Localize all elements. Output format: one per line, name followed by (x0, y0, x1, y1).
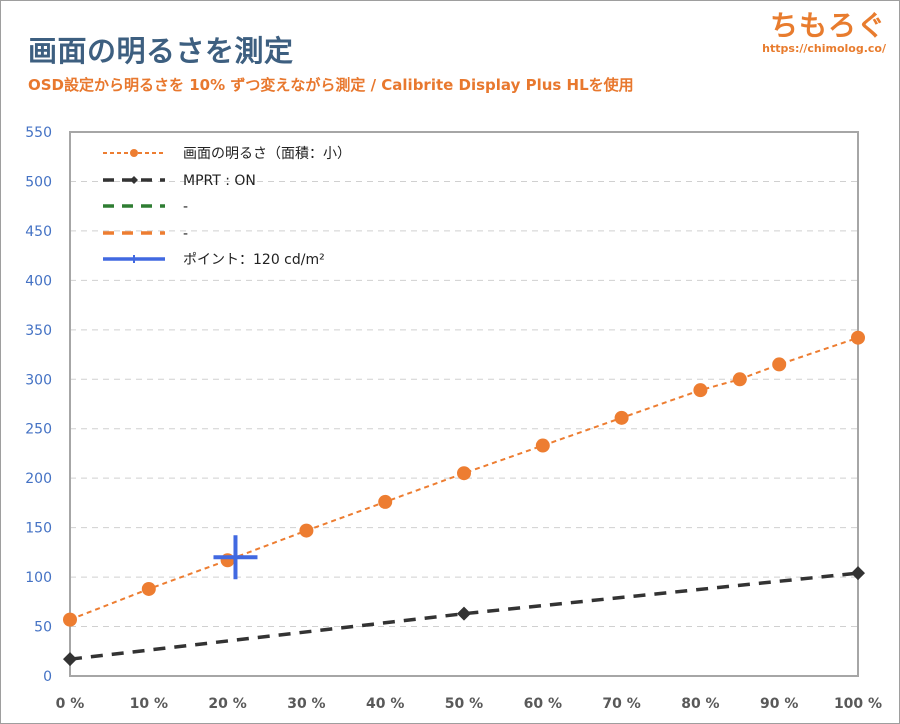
series-line (69, 336, 859, 621)
y-tick-label: 250 (25, 422, 52, 438)
legend-label: - (183, 199, 188, 215)
legend-marker (130, 149, 138, 157)
y-tick-label: 200 (25, 471, 52, 487)
data-point (299, 523, 314, 538)
logo-text: ちもろぐ (769, 9, 886, 42)
y-tick-label: 350 (25, 323, 52, 339)
legend-label: 画面の明るさ（面積：小） (183, 146, 351, 162)
data-point (141, 581, 156, 596)
legend: 画面の明るさ（面積：小） MPRT : ON - - ポイント：120 cd/m² (103, 146, 351, 268)
series-line (69, 571, 859, 661)
y-tick-label: 300 (25, 372, 52, 388)
y-tick-label: 450 (25, 224, 52, 240)
x-tick-label: 80 % (681, 696, 719, 712)
data-point (63, 652, 77, 667)
y-tick-label: 500 (25, 174, 52, 190)
chart-title: 画面の明るさを測定 (28, 34, 294, 68)
y-tick-label: 0 (43, 669, 52, 685)
x-tick-label: 10 % (130, 696, 168, 712)
legend-label: MPRT : ON (183, 173, 256, 189)
data-point (614, 410, 629, 425)
y-tick-label: 400 (25, 273, 52, 289)
data-point (457, 466, 471, 481)
x-tick-label: 30 % (287, 696, 325, 712)
legend-label: ポイント：120 cd/m² (183, 252, 325, 268)
plot-border (69, 131, 859, 677)
data-point (732, 372, 747, 387)
x-tick-label: 70 % (602, 696, 640, 712)
y-tick-label: 550 (25, 125, 52, 141)
x-tick-label: 20 % (208, 696, 246, 712)
data-point (851, 330, 865, 345)
data-point (851, 566, 865, 581)
y-tick-label: 100 (25, 570, 52, 586)
legend-label: - (183, 226, 188, 242)
site-logo: ちもろぐ https://chimolog.co/ (762, 4, 886, 55)
y-tick-label: 150 (25, 521, 52, 537)
x-tick-label: 100 % (834, 696, 882, 712)
x-tick-label: 0 % (56, 696, 85, 712)
data-point (772, 357, 787, 372)
data-point (378, 494, 393, 509)
legend-marker (130, 176, 138, 184)
x-tick-label: 90 % (760, 696, 798, 712)
x-tick-label: 60 % (524, 696, 562, 712)
axes: 0 50 100 150 200 250 300 350 400 450 500 550 0 % 10 %… (25, 125, 882, 712)
chart-subtitle: OSD設定から明るさを 10% ずつ変えながら測定 / Calibrite Di… (28, 76, 634, 94)
data-point (535, 438, 550, 453)
y-tick-label: 50 (34, 620, 52, 636)
series-layer (63, 330, 865, 667)
logo-url: https://chimolog.co/ (762, 42, 886, 55)
data-point (693, 383, 708, 398)
data-point (63, 612, 77, 627)
x-tick-label: 50 % (445, 696, 483, 712)
data-point (457, 606, 471, 621)
x-tick-label: 40 % (366, 696, 404, 712)
